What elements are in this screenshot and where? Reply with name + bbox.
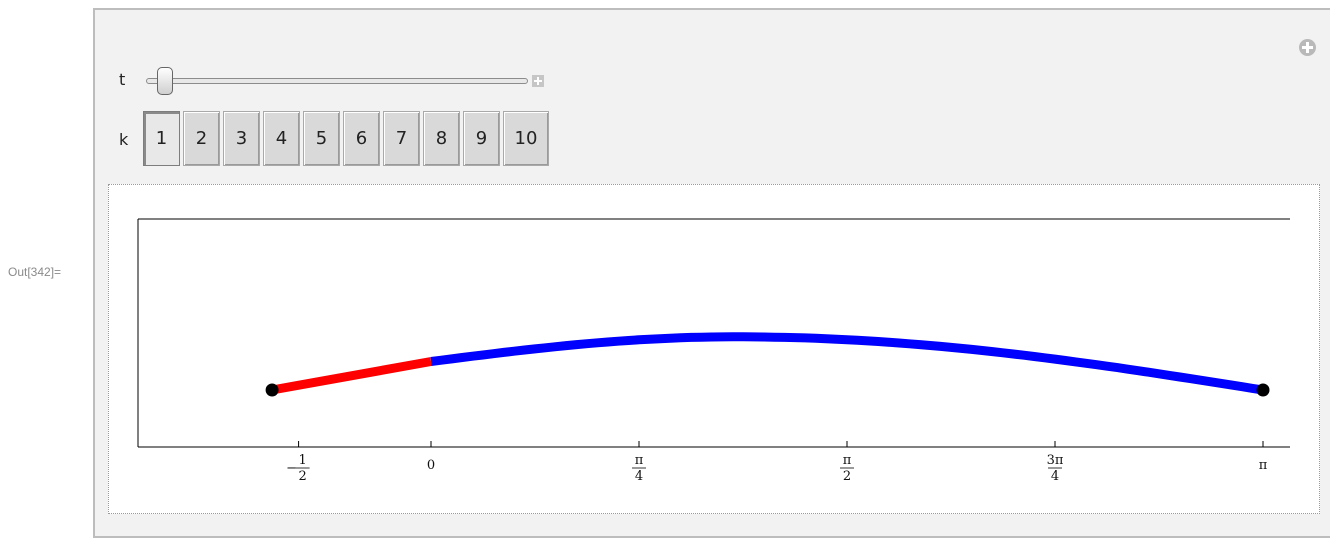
endpoint-0: [265, 383, 279, 397]
k-button-6[interactable]: 6: [343, 111, 380, 166]
t-slider-thumb[interactable]: [156, 67, 173, 95]
x-tick-label-4-num: 3π: [1047, 453, 1064, 468]
x-tick-label-5: π: [1259, 458, 1268, 473]
curve-blue: [430, 332, 1264, 395]
trace-segment-red: [271, 357, 432, 395]
k-button-5[interactable]: 5: [303, 111, 340, 166]
x-tick-label-0-sign: −: [286, 461, 297, 476]
k-setter-bar: 1 2 3 4 5 6 7 8 9 10: [143, 111, 552, 166]
k-button-10[interactable]: 10: [503, 111, 549, 166]
x-tick-label-1: 0: [427, 458, 435, 473]
x-tick-label-3-den: 2: [843, 469, 851, 484]
output-label: Out[342]=: [8, 265, 62, 279]
k-button-4[interactable]: 4: [263, 111, 300, 166]
k-button-7[interactable]: 7: [383, 111, 420, 166]
x-tick-label-2-den: 4: [635, 469, 643, 484]
t-control-label: t: [119, 70, 126, 89]
k-control-label: k: [119, 130, 129, 149]
k-button-9[interactable]: 9: [463, 111, 500, 166]
plus-circle-icon[interactable]: [1299, 39, 1316, 56]
k-button-8[interactable]: 8: [423, 111, 460, 166]
endpoint-1: [1256, 383, 1270, 397]
k-button-1[interactable]: 1: [143, 111, 180, 166]
x-tick-label-0-den: 2: [298, 469, 306, 484]
k-button-3[interactable]: 3: [223, 111, 260, 166]
x-tick-label-2-num: π: [635, 453, 644, 468]
plot-area: 1 2−0 π 4 π 2 3π 4 π: [108, 184, 1320, 514]
manipulate-panel: t k 1 2 3 4 5 6 7 8 9 10 1 2−0 π 4 π 2 3π 4 π: [93, 8, 1330, 538]
x-tick-label-0-num: 1: [298, 453, 306, 468]
x-tick-label-3-num: π: [843, 453, 852, 468]
k-button-2[interactable]: 2: [183, 111, 220, 166]
slider-expand-plus-icon[interactable]: [532, 75, 544, 87]
x-tick-label-4-den: 4: [1051, 469, 1059, 484]
t-slider-track[interactable]: [146, 78, 528, 84]
